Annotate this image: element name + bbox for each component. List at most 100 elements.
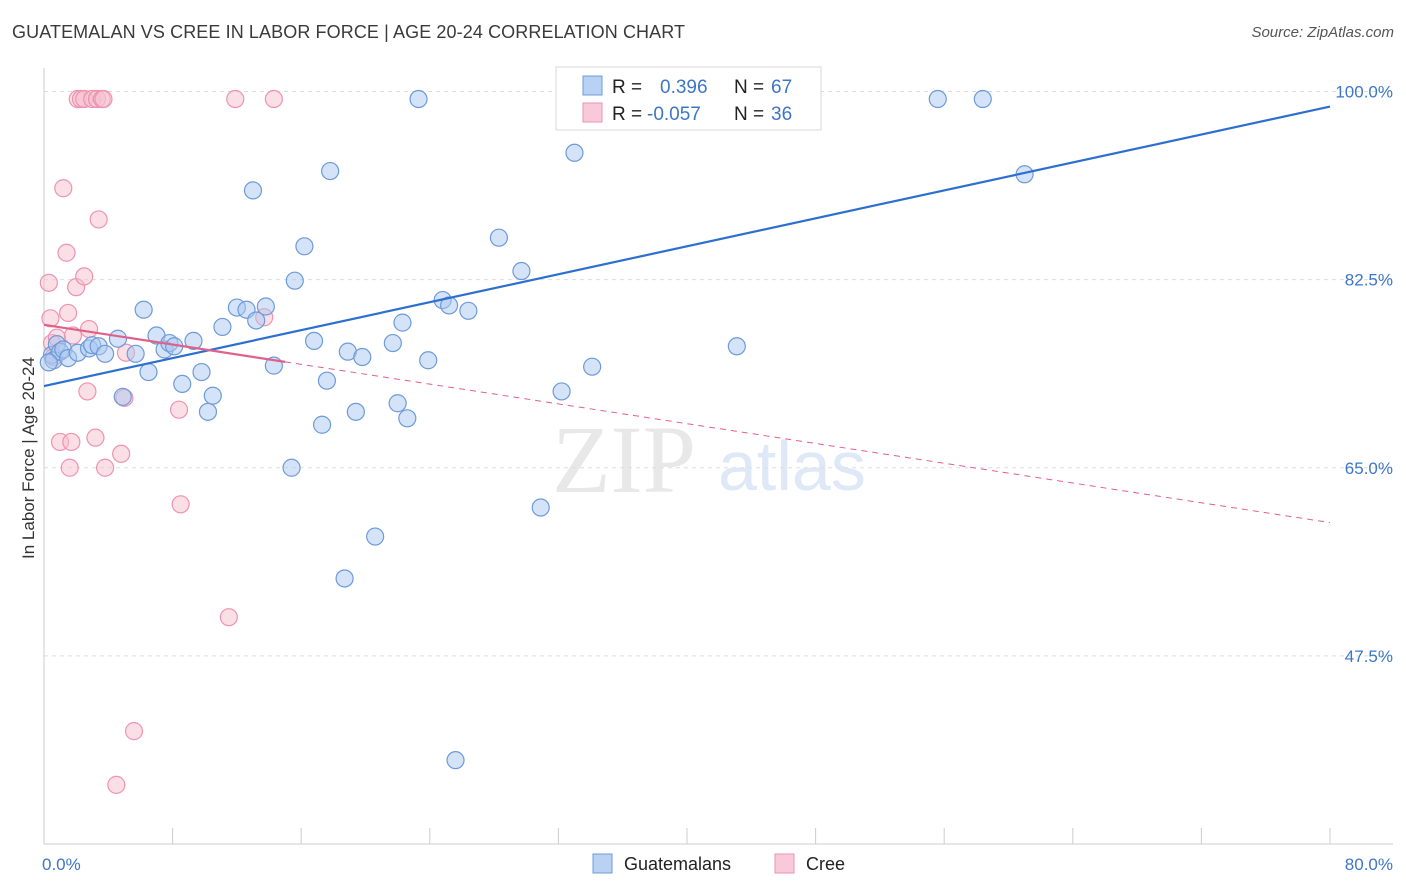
guatemalans-point-11 [108, 329, 128, 348]
watermark: ZIP atlas [552, 406, 866, 513]
x-tick-labels: 0.0% 80.0% [42, 855, 1393, 874]
guatemalans-point-21 [184, 331, 203, 350]
bottom-legend-cree: Cree [806, 854, 845, 874]
cree-trend-line-solid [43, 323, 286, 363]
cree-point-9 [60, 458, 79, 477]
guatemalans-point-53 [459, 301, 478, 320]
cree-point-36 [107, 775, 126, 794]
x-tick-label-max: 80.0% [1345, 855, 1393, 874]
guatemalans-point-22 [192, 362, 211, 382]
legend-pink-swatch [582, 102, 603, 123]
guatemalans-point-41 [346, 402, 365, 421]
guatemalans-point-24 [203, 386, 222, 405]
bottom-legend-guatemalans: Guatemalans [624, 854, 731, 874]
cree-point-30 [171, 495, 190, 514]
guatemalans-point-37 [317, 371, 337, 390]
y-tick-label-0: 100.0% [1335, 83, 1393, 102]
cree-point-22 [89, 210, 108, 229]
guatemalans-point-57 [552, 382, 571, 401]
correlation-legend: R = 0.396 N = 67 R = -0.057 N = 36 [555, 66, 822, 131]
cree-point-18 [79, 319, 99, 339]
cree-point-10 [62, 432, 81, 452]
guatemalans-point-55 [512, 261, 531, 281]
guatemalans-point-66 [39, 353, 58, 372]
cree-point-17 [78, 382, 97, 401]
guatemalans-point-12 [113, 387, 132, 406]
guatemalans-point-42 [353, 347, 372, 367]
cree-point-11 [63, 326, 83, 345]
legend-pink-r-label: R = [612, 104, 642, 125]
guatemalans-point-14 [134, 300, 153, 319]
watermark-atlas: atlas [718, 427, 866, 505]
guatemalans-point-13 [126, 344, 145, 363]
watermark-zip: ZIP [552, 406, 696, 513]
x-tick-label-min: 0.0% [42, 855, 81, 874]
cree-point-35 [124, 722, 144, 741]
guatemalans-point-25 [213, 317, 232, 337]
cree-point-0 [39, 273, 58, 292]
legend-pink-n-value: 36 [771, 104, 792, 125]
guatemalans-point-56 [531, 498, 550, 517]
guatemalans-point-10 [95, 344, 115, 363]
guatemalans-point-35 [304, 331, 324, 350]
cree-point-26 [112, 444, 131, 463]
legend-blue-swatch [582, 75, 603, 96]
guatemalans-point-58 [565, 143, 584, 162]
legend-blue-r-label: R = [612, 77, 642, 98]
cree-point-34 [264, 89, 283, 109]
guatemalans-point-54 [489, 228, 509, 247]
y-axis-title: In Labor Force | Age 20-24 [19, 357, 38, 559]
y-tick-label-2: 65.0% [1345, 459, 1393, 478]
guatemalans-point-61 [727, 337, 746, 356]
cree-point-6 [54, 179, 73, 198]
guatemalans-point-47 [398, 409, 417, 428]
guatemalans-point-33 [285, 271, 304, 290]
guatemalans-point-44 [383, 333, 402, 353]
y-tick-label-1: 82.5% [1345, 271, 1393, 290]
cree-point-31 [219, 608, 238, 627]
guatemalans-point-45 [388, 394, 407, 413]
guatemalans-point-52 [446, 751, 465, 770]
cree-point-16 [75, 267, 94, 286]
guatemalans-point-15 [139, 362, 158, 382]
bottom-legend-blue-swatch [592, 853, 613, 874]
cree-point-32 [226, 89, 245, 109]
cree-point-7 [57, 243, 76, 262]
cree-point-24 [94, 89, 113, 109]
series-legend: Guatemalans Cree [592, 853, 845, 874]
y-tick-labels: 100.0% 82.5% 65.0% 47.5% [1335, 83, 1393, 666]
guatemalans-trend-line [43, 105, 1331, 388]
legend-blue-n-label: N = [734, 77, 764, 98]
chart-title: GUATEMALAN VS CREE IN LABOR FORCE | AGE … [12, 22, 686, 42]
guatemalans-point-29 [247, 311, 266, 330]
source-label: Source: ZipAtlas.com [1251, 24, 1394, 41]
guatemalans-points [39, 89, 1034, 770]
guatemalans-point-48 [419, 351, 438, 370]
cree-point-20 [86, 428, 105, 447]
legend-blue-n-value: 67 [771, 77, 792, 98]
guatemalans-point-59 [583, 357, 602, 376]
guatemalans-point-30 [256, 297, 275, 316]
guatemalans-point-28 [243, 181, 263, 200]
cree-trend-line-dashed [285, 361, 1331, 524]
trend-lines [43, 105, 1331, 524]
guatemalans-point-63 [928, 89, 947, 109]
grid-lines [44, 91, 1393, 657]
guatemalans-point-32 [282, 458, 301, 477]
legend-pink-r-value: -0.057 [647, 104, 701, 125]
guatemalans-point-49 [409, 89, 428, 109]
guatemalans-point-36 [312, 415, 332, 434]
cree-point-25 [95, 458, 115, 477]
guatemalans-point-38 [321, 161, 340, 181]
y-tick-label-3: 47.5% [1345, 647, 1393, 666]
bottom-legend-pink-swatch [774, 853, 795, 874]
legend-blue-r-value: 0.396 [660, 77, 708, 98]
axes [43, 68, 1393, 845]
guatemalans-point-23 [198, 402, 218, 421]
guatemalans-point-20 [173, 374, 192, 393]
legend-pink-n-label: N = [734, 104, 764, 125]
guatemalans-point-46 [393, 313, 412, 332]
guatemalans-point-64 [973, 89, 992, 109]
guatemalans-point-43 [366, 527, 385, 546]
